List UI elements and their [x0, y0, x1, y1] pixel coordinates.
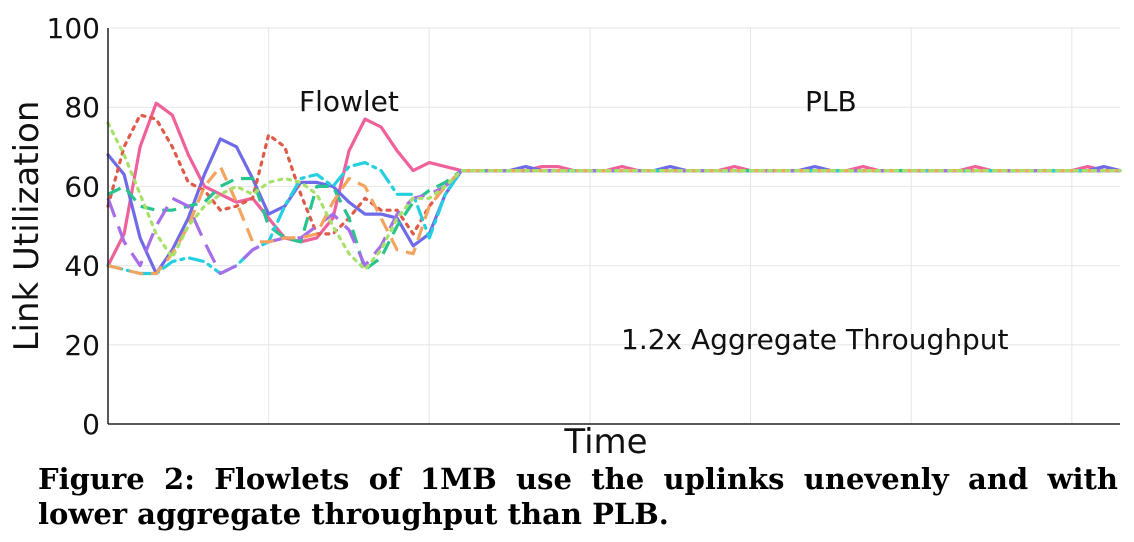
y-tick-label: 80	[64, 91, 100, 124]
series-line-7	[107, 165, 1120, 276]
x-axis-title: Time	[563, 422, 647, 462]
tick-layer: 0 20 40 60 80 100	[47, 12, 100, 441]
annotation-layer: Flowlet PLB 1.2x Aggregate Throughput	[299, 85, 1009, 356]
series-layer	[106, 101, 1122, 276]
figure-caption: Figure 2: Flowlets of 1MB use the uplink…	[38, 462, 1118, 531]
y-tick-label: 0	[82, 408, 100, 441]
y-tick-label: 40	[64, 250, 100, 283]
annotation-1: Flowlet	[299, 85, 399, 118]
axis-layer	[107, 28, 1120, 425]
series-line-3	[106, 113, 1122, 236]
grid-layer	[108, 27, 1120, 425]
y-tick-label: 100	[47, 12, 100, 45]
series-line-8	[106, 121, 1122, 272]
series-line-4	[107, 169, 1120, 272]
annotation-3: 1.2x Aggregate Throughput	[621, 323, 1009, 356]
annotation-2: PLB	[805, 85, 857, 118]
y-axis-title: Link Utilization	[7, 101, 47, 352]
series-line-5	[106, 161, 1122, 276]
line-chart: 0 20 40 60 80 100 Time Link Utilization Flowl…	[7, 12, 1122, 462]
y-tick-label: 20	[64, 329, 100, 362]
series-line-1	[106, 101, 1122, 268]
y-tick-label: 60	[64, 170, 100, 203]
